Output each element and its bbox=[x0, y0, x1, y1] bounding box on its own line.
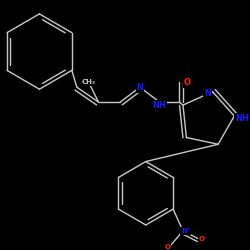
Text: O: O bbox=[184, 78, 191, 87]
Text: N: N bbox=[204, 89, 211, 98]
Text: N⁺: N⁺ bbox=[181, 228, 191, 234]
Text: NH: NH bbox=[235, 114, 249, 122]
Text: NH: NH bbox=[153, 100, 166, 110]
Text: CH₃: CH₃ bbox=[82, 79, 96, 85]
Text: O: O bbox=[164, 244, 170, 250]
Text: N: N bbox=[136, 83, 143, 92]
Text: O⁻: O⁻ bbox=[199, 236, 208, 242]
